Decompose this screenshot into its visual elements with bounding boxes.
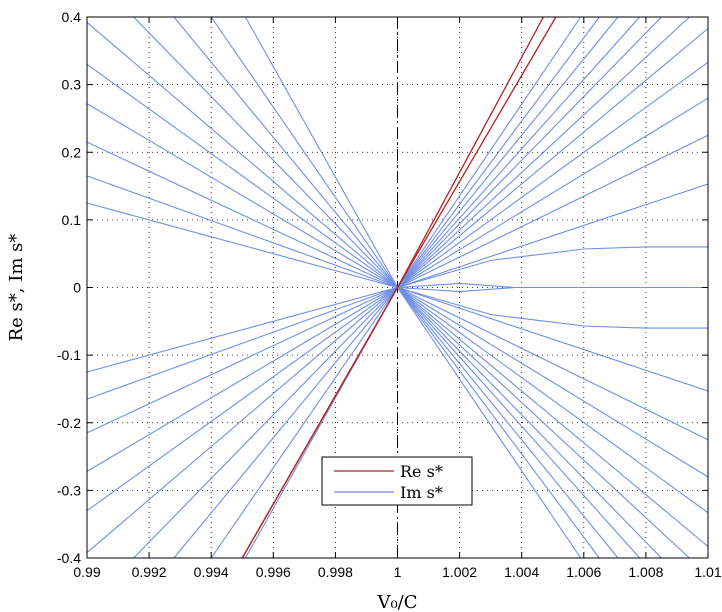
series-line <box>397 16 662 288</box>
series-line <box>86 141 398 288</box>
series-line <box>397 16 619 288</box>
y-tick-label: 0.4 <box>62 9 82 25</box>
series-line <box>244 16 398 288</box>
x-tick-label: 0.99 <box>73 564 100 580</box>
series-line <box>86 287 398 434</box>
series-line <box>397 287 709 441</box>
legend-box <box>321 456 473 506</box>
series-line <box>397 287 600 559</box>
x-axis-label: V₀/C <box>376 592 417 612</box>
x-tick-label: 1.01 <box>694 564 721 580</box>
x-tick-label: 1.006 <box>566 564 601 580</box>
series-line <box>397 61 709 288</box>
y-tick-label: -0.1 <box>57 347 81 363</box>
y-tick-label: -0.2 <box>57 415 81 431</box>
series-line <box>397 287 709 514</box>
series-line <box>133 287 398 559</box>
legend-label: Im s* <box>400 483 443 502</box>
series-line <box>397 287 709 478</box>
series-line <box>173 16 398 288</box>
series-line <box>397 16 600 288</box>
series-line <box>397 134 709 288</box>
series-line <box>397 286 709 392</box>
series-line <box>397 287 690 559</box>
series-line <box>133 16 398 288</box>
legend: Re s* Im s* <box>321 456 473 506</box>
series-line <box>86 286 398 373</box>
series-line <box>86 287 398 512</box>
series-line <box>173 287 398 559</box>
y-axis-label: Re s*, Im s* <box>6 234 27 342</box>
series-line <box>397 16 690 288</box>
axis-ticks: 0.99 0.992 0.994 0.996 0.998 1 1.002 1.004 1.006… <box>57 9 722 580</box>
series-line <box>241 16 557 559</box>
series-line <box>397 16 641 288</box>
series-line <box>397 286 708 329</box>
x-tick-label: 1.002 <box>442 564 477 580</box>
series-line <box>397 287 662 559</box>
series-line <box>86 175 398 289</box>
x-tick-label: 0.998 <box>318 564 353 580</box>
series-line <box>397 246 708 289</box>
y-tick-label: -0.3 <box>57 482 81 498</box>
series-line <box>397 183 709 289</box>
x-tick-label: 1 <box>394 564 402 580</box>
y-tick-label: 0.1 <box>62 212 82 228</box>
series-line <box>397 28 709 288</box>
series-line <box>397 287 582 559</box>
series-line <box>397 287 641 559</box>
series-lines <box>86 16 709 559</box>
y-tick-label: -0.4 <box>57 550 81 566</box>
y-tick-label: 0 <box>73 280 81 296</box>
series-line <box>86 21 398 288</box>
legend-label: Re s* <box>400 462 443 481</box>
series-line <box>397 97 709 288</box>
series-line <box>397 287 709 547</box>
x-tick-label: 1.004 <box>504 564 539 580</box>
series-line <box>86 286 398 400</box>
series-line <box>210 16 398 288</box>
series-line <box>397 286 516 293</box>
series-line <box>397 282 708 289</box>
series-line <box>86 103 398 288</box>
series-line <box>210 287 398 559</box>
x-tick-label: 0.994 <box>194 564 229 580</box>
series-line <box>86 202 398 289</box>
series-line <box>86 287 398 472</box>
x-tick-label: 1.008 <box>628 564 663 580</box>
series-line <box>397 16 582 288</box>
y-tick-label: 0.3 <box>62 77 82 93</box>
x-tick-label: 0.996 <box>256 564 291 580</box>
series-line <box>86 287 398 554</box>
x-tick-label: 0.992 <box>132 564 167 580</box>
series-line <box>86 63 398 288</box>
y-tick-label: 0.2 <box>62 144 82 160</box>
series-line <box>397 287 619 559</box>
